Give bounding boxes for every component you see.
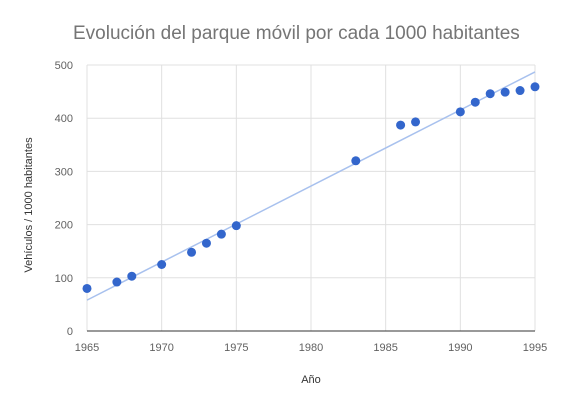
x-tick-label: 1965	[75, 342, 99, 354]
data-point[interactable]	[485, 89, 495, 99]
data-point[interactable]	[411, 117, 421, 127]
chart-title: Evolución del parque móvil por cada 1000…	[73, 23, 520, 44]
y-tick-labels: 0 100 200 300 400 500	[55, 60, 73, 338]
data-point[interactable]	[157, 260, 167, 269]
data-point[interactable]	[530, 82, 540, 92]
data-point[interactable]	[216, 229, 226, 239]
y-tick-label: 200	[55, 220, 73, 232]
data-point[interactable]	[127, 271, 137, 281]
y-tick-label: 400	[55, 113, 73, 125]
data-point[interactable]	[351, 156, 361, 166]
x-tick-label: 1990	[448, 342, 472, 354]
data-point[interactable]	[187, 247, 197, 257]
data-point[interactable]	[515, 86, 525, 96]
data-point[interactable]	[231, 221, 241, 231]
y-tick-label: 300	[55, 166, 73, 178]
data-points	[82, 82, 540, 293]
y-tick-label: 500	[55, 60, 73, 72]
data-point[interactable]	[500, 87, 510, 97]
x-axis-label: Año	[301, 374, 321, 386]
x-tick-label: 1980	[299, 342, 323, 354]
data-point[interactable]	[201, 238, 211, 248]
data-point[interactable]	[470, 97, 480, 107]
x-tick-label: 1985	[373, 342, 397, 354]
y-axis-label: Vehículos / 1000 habitantes	[23, 137, 35, 273]
y-tick-label: 0	[67, 326, 73, 338]
x-tick-label: 1995	[523, 342, 547, 354]
grid-lines	[86, 64, 536, 331]
x-tick-label: 1975	[224, 342, 248, 354]
data-point[interactable]	[82, 283, 92, 293]
data-point[interactable]	[396, 120, 406, 130]
x-tick-label: 1970	[149, 342, 173, 354]
data-point[interactable]	[455, 107, 465, 117]
y-tick-label: 100	[55, 273, 73, 285]
data-point[interactable]	[112, 277, 122, 287]
x-tick-labels: 1965 1970 1975 1980 1985 1990 1995	[75, 342, 547, 354]
